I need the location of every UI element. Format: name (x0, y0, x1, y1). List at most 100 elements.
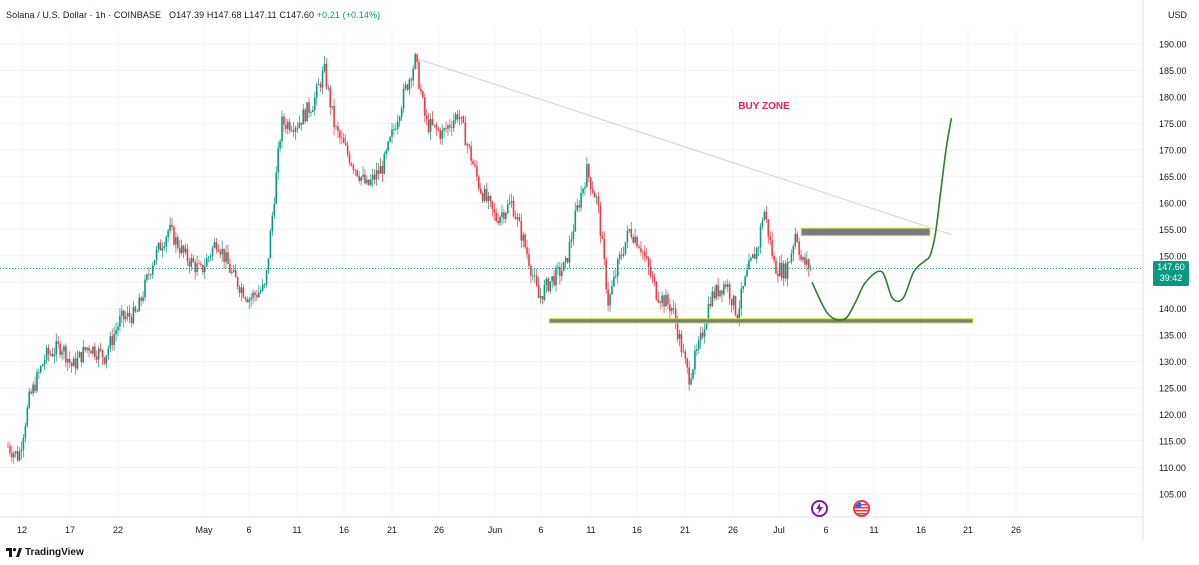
candle-body (628, 229, 631, 231)
candle-body (256, 294, 258, 298)
candle-body (78, 352, 81, 358)
candle-body (130, 317, 133, 324)
candle-body (375, 170, 378, 180)
candle-body (155, 249, 158, 261)
candle-body (676, 322, 679, 339)
candle-body (292, 130, 295, 132)
candle-body (225, 252, 227, 262)
candle-body (535, 275, 538, 286)
y-tick-label: 110.00 (1159, 463, 1186, 473)
candle-body (333, 105, 335, 128)
candle-body (258, 292, 260, 298)
candle-body (452, 120, 455, 129)
candle-body (412, 68, 415, 81)
candle-body (261, 284, 264, 291)
candle-body (618, 254, 621, 260)
candle-body (302, 109, 305, 125)
candle-body (59, 343, 61, 355)
candle-body (684, 351, 687, 359)
candle-body (38, 372, 40, 373)
candle-body (227, 252, 229, 264)
candle-body (70, 362, 73, 367)
candle-body (807, 259, 810, 269)
y-tick-label: 150.00 (1159, 251, 1187, 261)
candle-body (182, 245, 185, 253)
candle-body (55, 341, 58, 355)
candle-body (111, 336, 113, 345)
candle-body (356, 170, 359, 177)
candle-body (427, 119, 430, 132)
candle-body (366, 179, 368, 184)
candle-body (595, 196, 598, 198)
candle-body (180, 245, 183, 254)
lightning-event-icon[interactable] (811, 500, 828, 517)
candle-body (209, 255, 212, 258)
candle-body (653, 277, 656, 282)
candle-body (358, 176, 360, 181)
candle-body (368, 179, 370, 185)
candle-body (67, 359, 69, 363)
candle-body (566, 257, 569, 263)
candle-body (47, 347, 50, 355)
candle-body (288, 121, 291, 131)
candle-body (122, 310, 125, 320)
symbol-header: Solana / U.S. Dollar · 1h · COINBASE O14… (6, 10, 380, 20)
candle-body (715, 285, 717, 299)
candle-body (124, 316, 127, 320)
change-value: +0.21 (+0.14%) (316, 10, 381, 20)
candle-body (663, 295, 665, 307)
candle-body (275, 172, 278, 204)
symbol-title[interactable]: Solana / U.S. Dollar · 1h · COINBASE (6, 10, 162, 20)
candle-body (327, 87, 330, 89)
resistance-zone (800, 227, 931, 237)
candle-body (259, 290, 262, 293)
candle-body (620, 254, 623, 256)
candle-body (736, 314, 739, 319)
candle-body (337, 126, 339, 132)
candle-body (24, 426, 27, 438)
candle-body (371, 174, 374, 180)
candle-body (784, 263, 787, 279)
y-tick-label: 155.00 (1159, 225, 1187, 235)
us-flag-event-icon[interactable] (853, 500, 870, 517)
bar-countdown: 39:42 (1159, 273, 1183, 284)
candle-body (557, 266, 559, 268)
candle-body (285, 124, 287, 130)
x-tick-label: Jun (488, 525, 503, 535)
currency-label[interactable]: USD (1167, 10, 1187, 20)
candle-body (34, 384, 36, 392)
candle-body (76, 357, 79, 369)
candle-body (306, 102, 308, 122)
candle-body (196, 263, 198, 273)
candle-body (325, 63, 328, 88)
candle-body (451, 127, 453, 129)
y-tick-label: 185.00 (1159, 66, 1187, 76)
high-value: 147.68 (213, 10, 242, 20)
candle-body (593, 192, 596, 198)
candle-body (138, 297, 141, 312)
candle-body (103, 357, 106, 364)
tradingview-logo[interactable]: TradingView (6, 547, 84, 558)
candle-body (533, 275, 536, 277)
candle-body (387, 141, 389, 151)
candle-body (474, 164, 476, 167)
candle-body (231, 271, 233, 273)
candle-body (354, 169, 357, 171)
candle-body (86, 347, 88, 351)
x-tick-label: 22 (113, 525, 123, 535)
candle-body (725, 284, 727, 287)
candle-body (30, 391, 32, 394)
low-label: L (244, 10, 250, 20)
candle-body (680, 334, 683, 353)
candle-body (655, 281, 658, 300)
candle-body (647, 258, 650, 267)
y-tick-label: 175.00 (1159, 119, 1187, 129)
x-tick-label: 6 (823, 525, 828, 535)
candle-body (346, 145, 349, 155)
candle-body (688, 367, 690, 385)
candle-body (400, 108, 403, 118)
candle-body (14, 451, 17, 454)
candle-body (364, 174, 366, 184)
